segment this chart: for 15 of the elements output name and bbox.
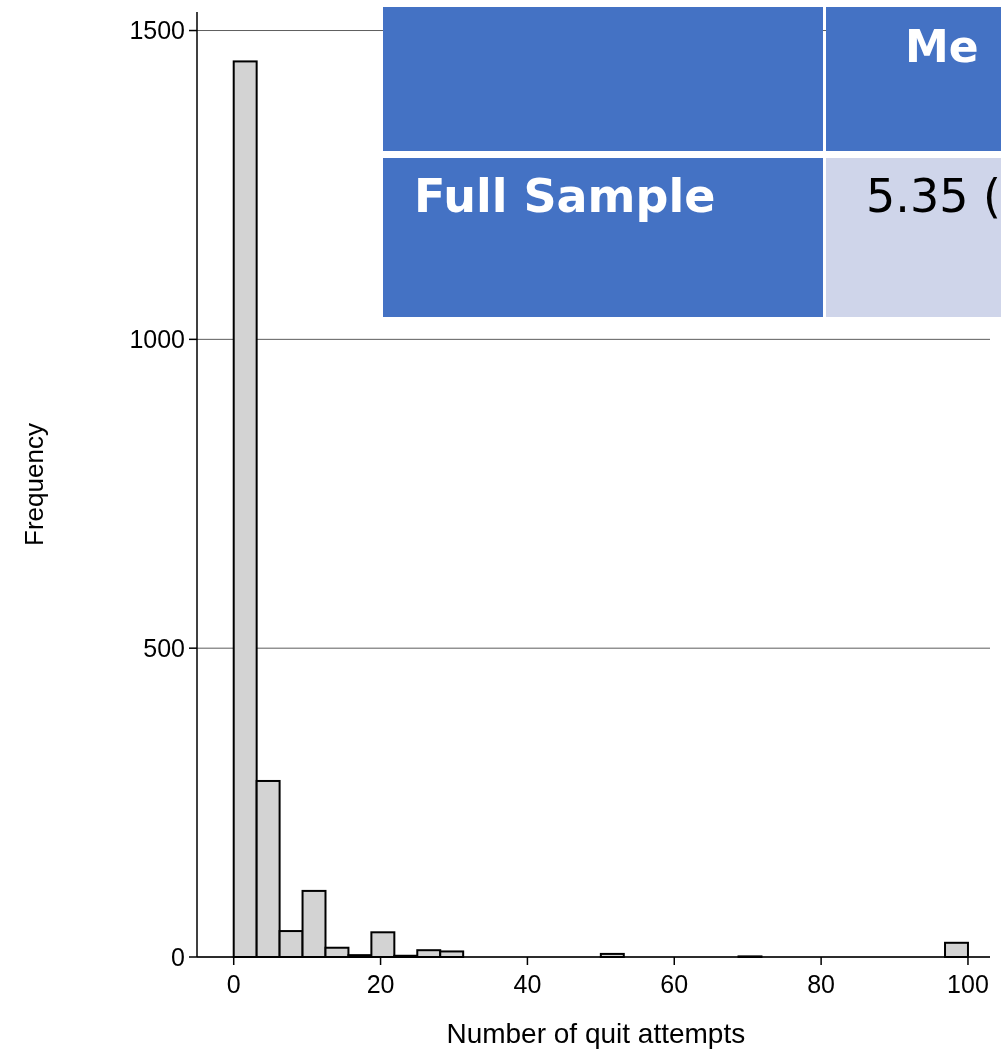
x-tick-label: 100 bbox=[947, 970, 989, 998]
y-tick-label: 0 bbox=[171, 942, 185, 971]
annotation: Full Sample bbox=[414, 169, 716, 223]
y-tick-label: 1000 bbox=[129, 325, 185, 354]
y-axis-title: Frequency bbox=[19, 423, 49, 546]
x-tick-label: 40 bbox=[513, 970, 542, 998]
annotation: 5.35 ( bbox=[866, 169, 1001, 223]
x-tick-label: 0 bbox=[226, 970, 241, 998]
x-tick-label: 60 bbox=[660, 970, 689, 998]
y-tick-label: 1500 bbox=[129, 16, 185, 45]
x-axis-title: Number of quit attempts bbox=[446, 1018, 746, 1049]
y-tick-label: 500 bbox=[143, 633, 185, 662]
annotation: Me bbox=[905, 21, 979, 72]
x-tick-label: 80 bbox=[807, 970, 836, 998]
x-tick-label: 20 bbox=[366, 970, 395, 998]
